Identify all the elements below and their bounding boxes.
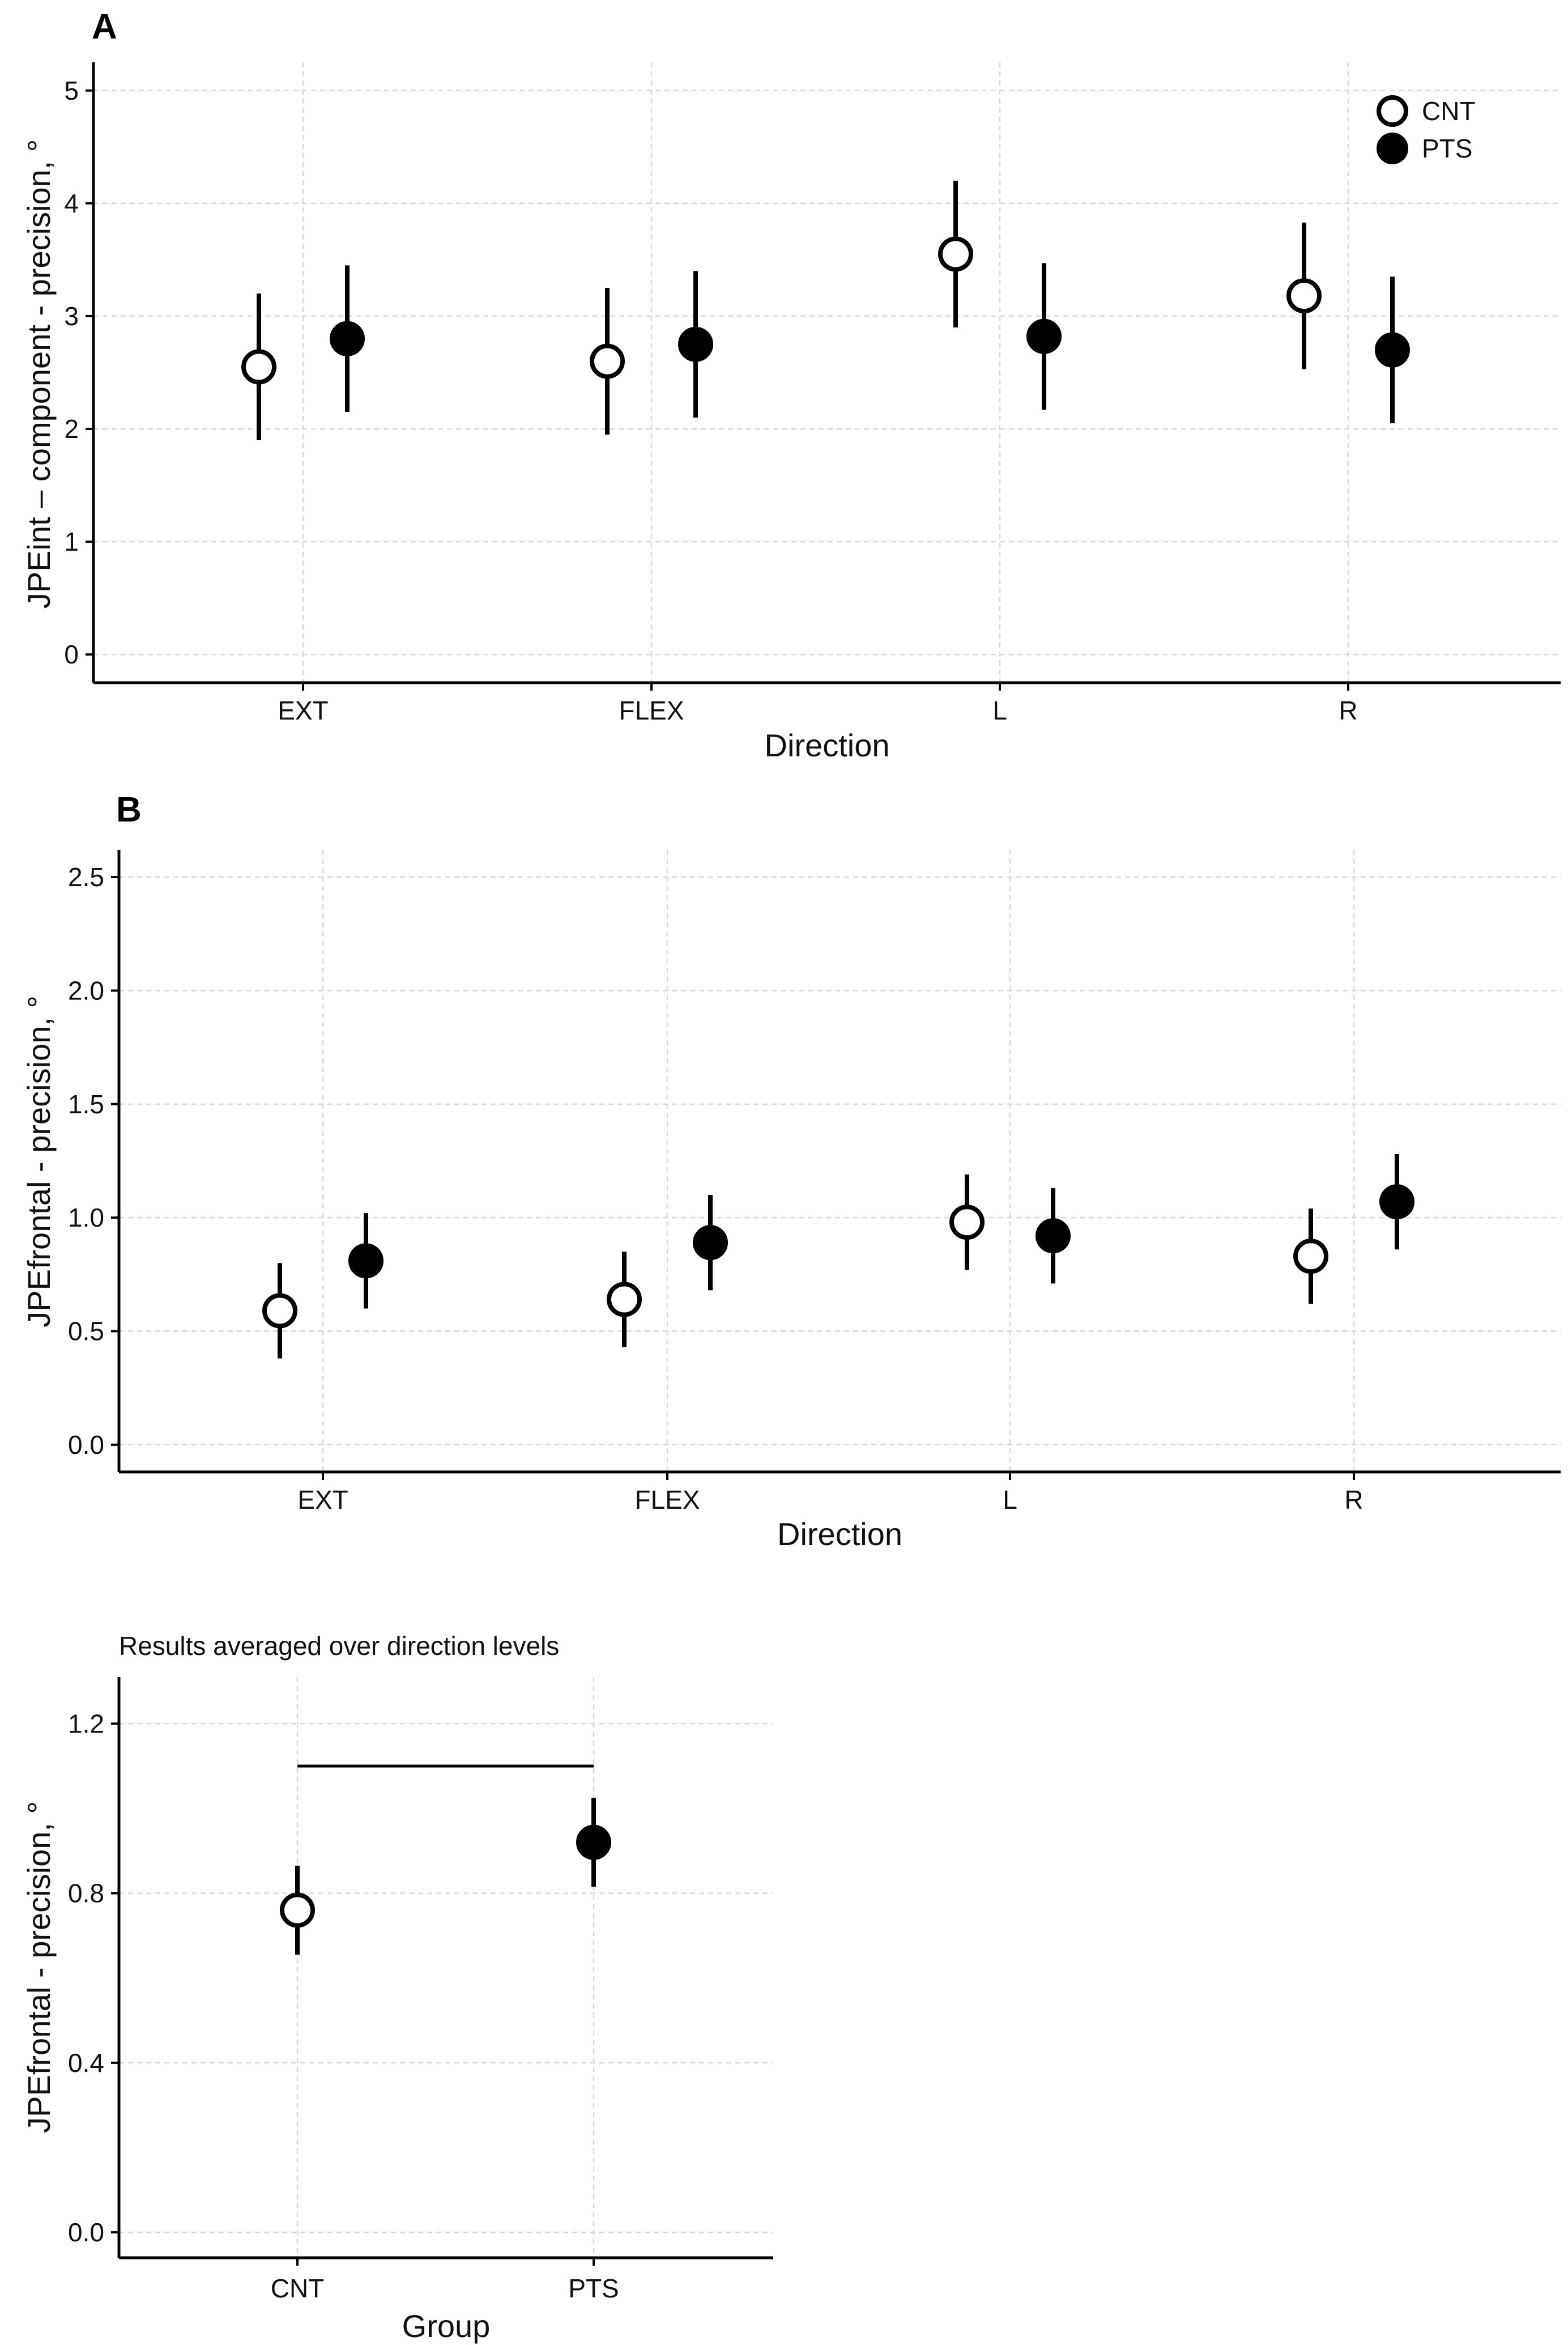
marks-layer — [241, 95, 1414, 1955]
data-point — [607, 1282, 642, 1317]
data-point — [678, 326, 713, 362]
data-point — [1379, 1184, 1414, 1220]
data-point — [1286, 278, 1322, 314]
y-tick-label: 2.0 — [68, 976, 104, 1005]
x-tick-label: R — [1339, 696, 1357, 725]
data-point — [348, 1243, 384, 1279]
x-tick-label: R — [1344, 1485, 1363, 1514]
panel-label: B — [116, 790, 142, 829]
y-tick-label: 0.0 — [68, 1430, 104, 1459]
y-tick-label: 5 — [64, 76, 79, 105]
x-axis-label: Direction — [765, 727, 890, 763]
data-point — [1036, 1218, 1071, 1254]
x-axis-label: Group — [402, 2308, 491, 2344]
y-tick-label: 2.5 — [68, 862, 104, 892]
y-tick-label: 2 — [64, 414, 79, 444]
data-point — [280, 1892, 315, 1928]
data-point — [1293, 1239, 1328, 1274]
x-tick-label: EXT — [297, 1485, 348, 1514]
y-tick-label: 0.4 — [68, 2048, 104, 2078]
text-layer: 0 1 2 3 4 5 EXT FLEX L R Direction JPEint – compone… — [21, 7, 1476, 2344]
y-tick-label: 0.5 — [68, 1317, 104, 1346]
legend-marker — [1377, 133, 1408, 164]
grid-layer — [93, 62, 1561, 2258]
legend-label: CNT — [1422, 96, 1476, 126]
axes-layer — [86, 62, 1561, 2266]
x-tick-label: CNT — [271, 2274, 325, 2303]
data-point — [576, 1824, 611, 1860]
y-tick-label: 0.0 — [68, 2218, 104, 2247]
data-point — [938, 236, 973, 272]
legend-marker — [1377, 95, 1408, 127]
x-tick-label: L — [992, 696, 1007, 725]
y-tick-label: 1.0 — [68, 1203, 104, 1232]
x-tick-label: FLEX — [619, 696, 684, 725]
y-tick-label: 0.8 — [68, 1879, 104, 1908]
y-tick-label: 1 — [64, 527, 79, 556]
data-point — [241, 349, 276, 385]
x-tick-label: EXT — [278, 696, 328, 725]
y-tick-label: 0 — [64, 640, 79, 669]
chart-subtitle: Results averaged over direction levels — [119, 1631, 559, 1661]
data-point — [949, 1205, 985, 1240]
y-tick-label: 3 — [64, 301, 79, 331]
y-tick-label: 1.2 — [68, 1709, 104, 1738]
data-point — [330, 321, 365, 356]
x-axis-label: Direction — [777, 1516, 902, 1552]
data-point — [1375, 332, 1410, 368]
x-tick-label: PTS — [568, 2274, 619, 2303]
data-point — [1026, 318, 1062, 354]
y-axis-label: JPEint – component - precision, ° — [21, 139, 57, 609]
data-point — [262, 1293, 297, 1329]
y-axis-label: JPEfrontal - precision, ° — [21, 995, 57, 1327]
data-point — [693, 1225, 728, 1261]
y-tick-label: 1.5 — [68, 1089, 104, 1119]
y-axis-label: JPEfrontal - precision, ° — [21, 1801, 57, 2133]
data-point — [590, 343, 625, 379]
y-tick-label: 4 — [64, 189, 79, 218]
panel-label: A — [92, 7, 117, 46]
x-tick-label: L — [1003, 1485, 1017, 1514]
legend-label: PTS — [1422, 134, 1472, 163]
x-tick-label: FLEX — [634, 1485, 700, 1514]
